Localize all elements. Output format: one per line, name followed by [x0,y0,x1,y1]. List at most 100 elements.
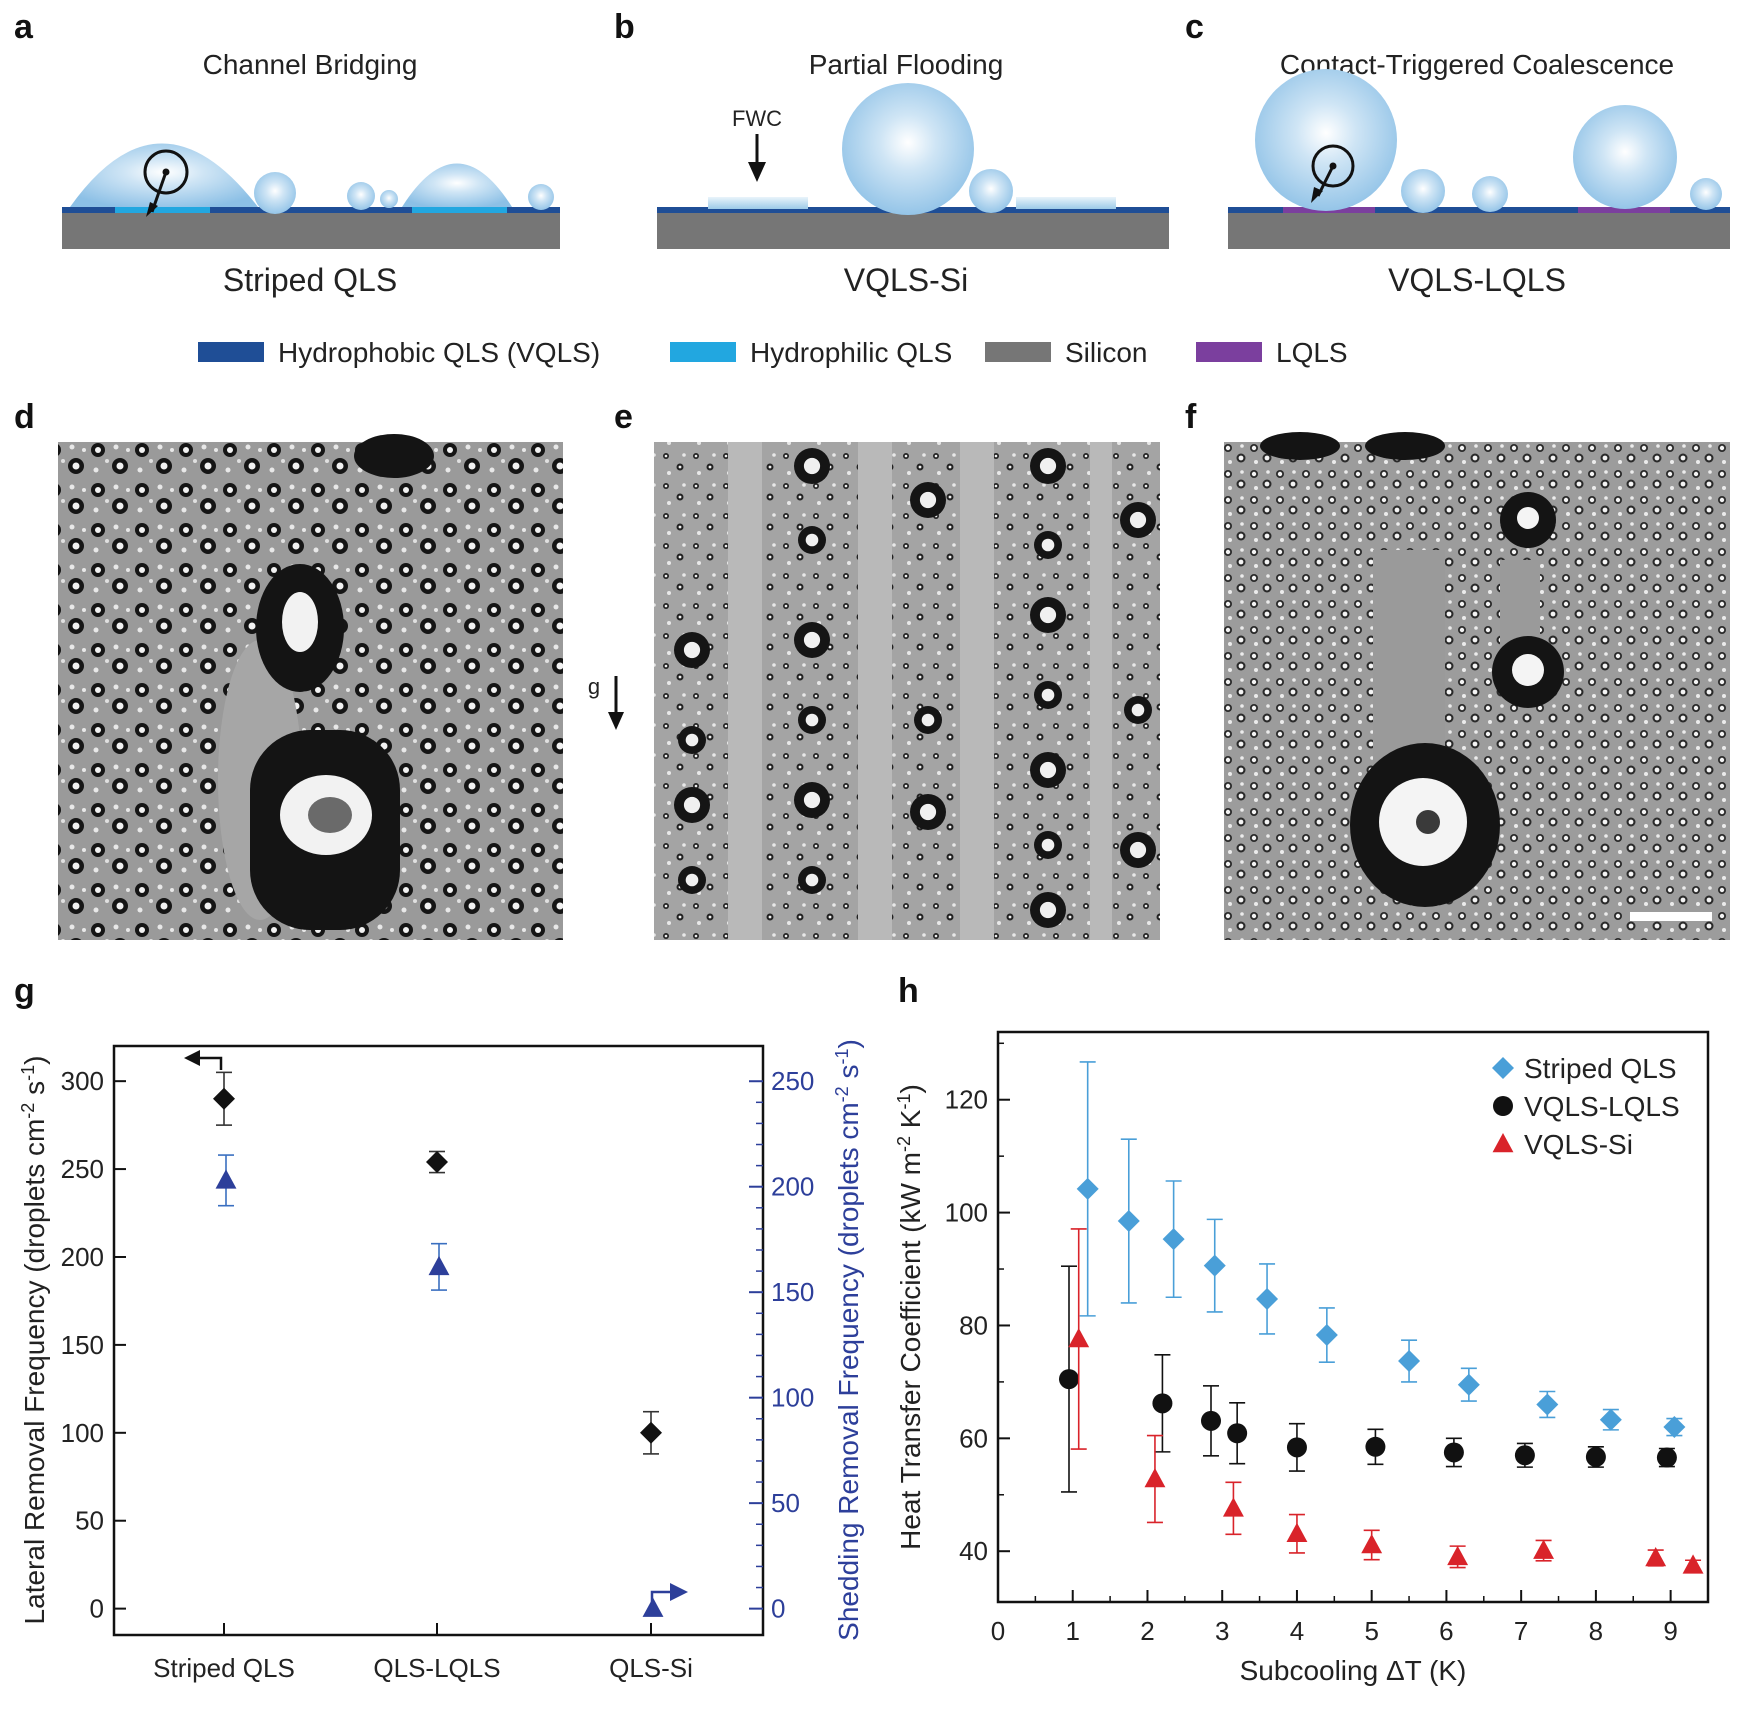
y2-tick-label: 50 [771,1488,800,1518]
droplet-highlight [805,533,819,547]
x-tick-label: Striped QLS [153,1653,295,1683]
series-point [1536,1393,1559,1416]
series-point [1645,1546,1667,1567]
droplet-highlight [805,873,819,887]
schematic-b: Partial Flooding FWC VQLS-Si [657,49,1169,298]
legend-label-lqls: LQLS [1276,337,1348,368]
droplet [528,184,554,210]
shedding-point [215,1169,237,1189]
droplet-highlight [683,641,701,659]
series-point [1059,1369,1079,1390]
y-tick-label: 300 [61,1066,104,1096]
large-droplet [1255,69,1397,211]
gravity-arrow-head-icon [608,712,624,730]
droplet-core [308,797,352,833]
series-point [1286,1437,1307,1458]
y-tick-label: 60 [959,1423,988,1453]
series-point [1076,1177,1099,1200]
droplet [1472,176,1508,212]
droplet-highlight [919,491,937,509]
lateral-point [426,1151,448,1174]
series-point [1227,1423,1248,1444]
vqls-layer [62,207,560,213]
x-tick-label: 8 [1589,1616,1603,1646]
series-point [1447,1545,1469,1566]
micrograph-f [1224,432,1730,940]
gravity-label: g [588,674,600,699]
panel-label-e: e [614,398,633,436]
schematic-a: Channel Bridging Striped QLS [62,49,560,298]
series-point [1443,1442,1464,1463]
lqls-stripe-region [1500,560,1540,650]
y-tick-label: 100 [945,1198,988,1228]
x-tick-label: 4 [1290,1616,1304,1646]
plot-frame [996,1030,1710,1604]
flooded-film [1016,197,1116,209]
droplet-highlight [1517,507,1539,529]
y-axis-label-right: Shedding Removal Frequency (droplets cm-… [832,1039,864,1641]
rotation-marker [143,149,189,195]
lateral-point [640,1421,662,1444]
series-point [1152,1393,1173,1414]
left-axis-indicator [196,1056,223,1070]
y-tick-label: 40 [959,1536,988,1566]
hydrophobic-channel [1090,442,1112,940]
series-point [1585,1446,1606,1467]
legend-label-striped: Striped QLS [1524,1053,1677,1084]
micrograph-d [58,434,563,940]
series-point [1656,1447,1677,1468]
legend-swatch-vqls [198,342,264,362]
panel-label-d: d [14,398,35,436]
droplet [347,182,375,210]
series-point [1663,1416,1686,1439]
droplet-highlight [1041,838,1055,852]
x-tick-label: 0 [991,1616,1005,1646]
silicon-substrate [657,213,1169,249]
y-tick-label: 0 [90,1594,104,1624]
series-point [1162,1228,1185,1251]
y2-tick-label: 200 [771,1172,814,1202]
chart-h: Heat Transfer Coefficient (kW m-2 K-1) S… [894,1030,1710,1686]
legend-swatch-hydrophilic [670,342,736,362]
droplet [254,172,296,214]
caption-a: Striped QLS [223,262,397,298]
droplet-highlight [803,791,821,809]
legend: Striped QLS VQLS-LQLS VQLS-Si [1492,1053,1680,1160]
y2-tick-label: 100 [771,1383,814,1413]
panel-label-h: h [898,972,919,1010]
x-tick-label: QLS-Si [609,1653,693,1683]
title-a: Channel Bridging [203,49,418,80]
series-point [1533,1539,1555,1559]
droplet [1690,178,1722,210]
title-b: Partial Flooding [809,49,1004,80]
fwc-arrow-head-icon [748,162,766,182]
droplet [402,163,512,207]
micrograph-e: g [588,442,1160,940]
x-tick-label: 5 [1364,1616,1378,1646]
series-point [1315,1324,1338,1347]
droplet-highlight [1129,841,1147,859]
lateral-point [213,1087,235,1110]
caption-b: VQLS-Si [844,262,968,298]
series-point [1361,1534,1383,1554]
legend-marker [1492,1057,1514,1079]
droplet-highlight [685,873,699,887]
series-point [1398,1350,1421,1373]
droplet-core [1416,810,1440,834]
x-tick-label: 6 [1439,1616,1453,1646]
droplet-highlight [803,631,821,649]
droplet-highlight [1039,606,1057,624]
panel-label-g: g [14,972,35,1010]
caption-c: VQLS-LQLS [1388,262,1566,298]
droplet-highlight [1129,511,1147,529]
hydrophilic-stripe [115,207,210,213]
panel-label-b: b [614,8,635,46]
series-point [1144,1467,1166,1488]
y2-tick-label: 0 [771,1594,785,1624]
series-point [1286,1522,1308,1542]
y-axis-label-left: Lateral Removal Frequency (droplets cm-2… [18,1056,50,1625]
fwc-annotation: FWC [732,106,782,131]
silicon-substrate [1228,213,1730,249]
legend-swatch-silicon [985,342,1051,362]
legend-marker [1492,1133,1514,1153]
